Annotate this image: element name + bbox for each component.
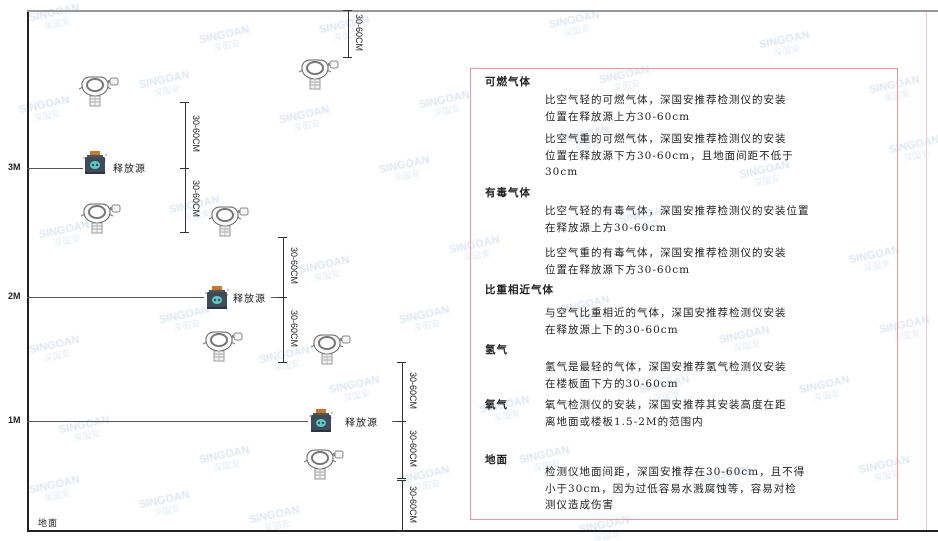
level-label-1m: 1M [8, 415, 21, 425]
section-text: 在楼板面下方的30-60cm [545, 377, 679, 390]
section-text: 氢气是最轻的气体，深国安推荐氢气检测仪安装 [545, 361, 787, 373]
dimension-label: 30-60CM [289, 309, 299, 347]
left-wall [27, 10, 29, 532]
dimension-line [402, 421, 403, 478]
section-heading: 地面 [485, 454, 508, 466]
ceiling [27, 10, 938, 12]
dimension-tick [397, 480, 406, 481]
dimension-tick [397, 362, 406, 363]
dimension-label: 30-60CM [191, 180, 201, 218]
dimension-label: 30-60CM [289, 247, 299, 285]
leader-line [271, 297, 283, 298]
section-heading: 比重相近气体 [485, 284, 554, 296]
level-label-3m: 3M [8, 162, 21, 172]
floor-label: 地面 [38, 519, 59, 529]
section-text: 比空气重的可燃气体，深国安推荐检测仪的安装 [545, 133, 787, 145]
dimension-tick [180, 232, 189, 233]
source-label: 释放源 [345, 418, 378, 429]
dimension-tick [278, 362, 287, 363]
section-text: 小于30cm，因为过低容易水溅腐蚀等，容易对检 [545, 482, 797, 495]
section-text: 位置在释放源下方30-60cm，且地面间距不低于 [545, 149, 794, 162]
dimension-label: 30-60CM [408, 371, 418, 409]
dimension-line [402, 480, 403, 531]
dimension-tick [278, 237, 287, 238]
dimension-line [185, 102, 186, 168]
release-source-icon [82, 150, 108, 180]
level-label-2m: 2M [8, 291, 21, 301]
section-text: 比空气轻的有毒气体，深国安推荐检测仪的安装位置 [545, 205, 810, 217]
source-label: 释放源 [233, 294, 266, 305]
dimension-tick [343, 10, 352, 11]
dimension-line [185, 168, 186, 232]
section-text: 测仪造成伤害 [545, 499, 614, 511]
gas-detector-icon [202, 330, 244, 366]
gas-detector-icon [303, 448, 345, 484]
dimension-label: 30-60CM [408, 485, 418, 523]
dimension-tick [180, 102, 189, 103]
dimension-line [348, 10, 349, 57]
floor [27, 530, 938, 532]
level-line-2m [27, 297, 204, 298]
section-text: 离地面或楼板1.5-2M的范围内 [545, 415, 704, 428]
section-text: 在释放源上方30-60cm [545, 221, 668, 234]
section-text: 位置在释放源下方30-60cm [545, 263, 691, 276]
source-label: 释放源 [113, 164, 146, 175]
section-heading: 氢气 [485, 344, 508, 356]
level-line-3m [27, 168, 83, 169]
section-text: 位置在释放源上方30-60cm [545, 110, 691, 123]
dimension-tick [180, 168, 189, 169]
right-boundary [926, 12, 927, 530]
release-source-icon [204, 285, 230, 315]
section-text: 比空气重的有毒气体，深国安推荐检测仪的安装 [545, 247, 787, 259]
dimension-tick [343, 57, 352, 58]
section-heading: 氧气 [485, 399, 508, 411]
dimension-tick [278, 297, 287, 298]
dimension-line [402, 362, 403, 421]
dimension-label: 30-60CM [354, 13, 364, 51]
gas-detector-icon [80, 202, 122, 238]
info-panel [470, 68, 898, 520]
section-text: 30cm [545, 166, 579, 178]
dimension-label: 30-60CM [408, 429, 418, 467]
release-source-icon [308, 408, 334, 438]
dimension-line [283, 297, 284, 362]
dimension-tick [397, 421, 406, 422]
level-line-1m [27, 421, 308, 422]
section-text: 与空气比重相近的气体，深国安推荐检测仪安装 [545, 307, 787, 319]
section-text: 检测仪地面间距，深国安推荐在30-60cm，且不得 [545, 466, 806, 478]
dimension-line [283, 237, 284, 297]
gas-detector-icon [298, 58, 340, 94]
gas-detector-icon [78, 75, 120, 111]
section-text: 氧气检测仪的安装，深国安推荐其安装高度在距 [545, 399, 787, 411]
gas-detector-icon [310, 333, 352, 369]
dimension-label: 30-60CM [191, 115, 201, 153]
section-heading: 有毒气体 [485, 187, 531, 199]
dimension-tick [397, 531, 406, 532]
section-text: 比空气轻的可燃气体，深国安推荐检测仪的安装 [545, 94, 787, 106]
section-text: 在释放源上下的30-60cm [545, 323, 679, 336]
section-heading: 可燃气体 [485, 76, 531, 88]
gas-detector-icon [208, 205, 250, 241]
dimension-tick [397, 478, 406, 479]
